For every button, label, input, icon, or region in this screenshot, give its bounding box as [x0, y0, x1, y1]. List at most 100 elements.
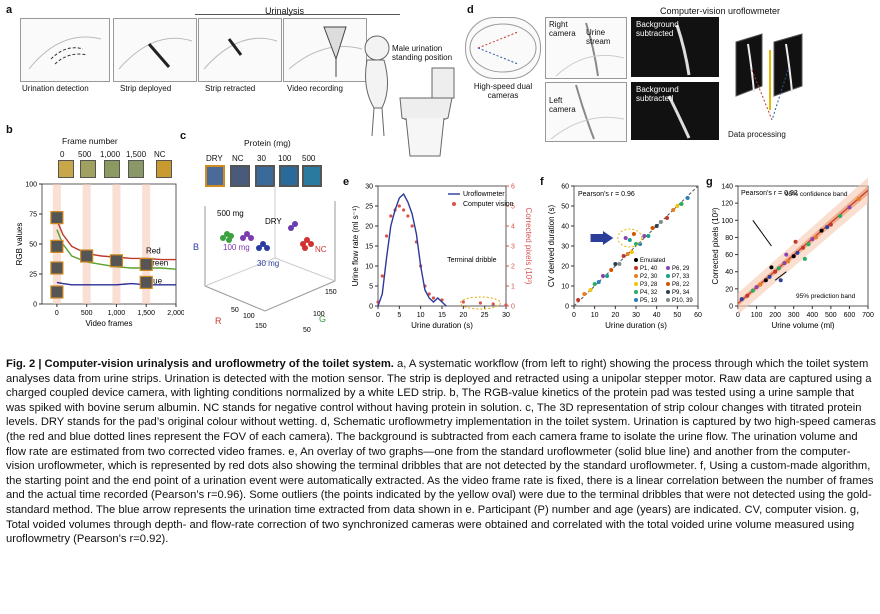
x-tick-label: 10	[591, 312, 599, 319]
data-point	[784, 252, 789, 257]
legend-entry: P2, 30	[640, 274, 658, 280]
data-point	[596, 280, 601, 284]
data-point	[646, 234, 651, 238]
data-point	[754, 285, 759, 290]
swatch-500	[80, 160, 96, 178]
y2-tick-label: 1	[511, 284, 515, 291]
pearson-g: Pearson's r = 0.92	[741, 190, 798, 197]
cv-point	[431, 296, 436, 300]
data-point	[739, 297, 744, 302]
strip-thumbnail	[139, 257, 153, 272]
frame-label-0: 0	[60, 150, 65, 159]
swatch-1500	[128, 160, 144, 178]
y-tick-label: 50	[561, 204, 569, 211]
x-axis-label: Urine duration (s)	[605, 321, 667, 330]
data-point	[654, 224, 659, 228]
data-point	[642, 234, 647, 238]
panel-f-label: f	[540, 176, 544, 188]
legend-dot	[666, 290, 670, 294]
data-point	[776, 266, 781, 271]
cluster-500mg-points	[220, 231, 234, 243]
tick-r-50: 50	[231, 307, 239, 314]
cv-uroflowmeter-title: Computer-vision uroflowmeter	[660, 6, 781, 16]
y2-tick-label: 2	[511, 264, 515, 271]
x-axis-label: Urine volume (ml)	[771, 321, 834, 330]
swatch-label-100: 100	[278, 154, 292, 163]
step-label-4: Video recording	[287, 84, 343, 93]
strip-thumbnail	[50, 261, 64, 275]
data-point	[801, 245, 805, 250]
swatch-label-30: 30	[257, 154, 266, 163]
caption-title: Fig. 2 | Computer-vision urinalysis and …	[6, 358, 394, 370]
legend-entry: P9, 34	[672, 290, 690, 296]
data-point	[665, 216, 669, 220]
step-image-urination-detection	[20, 18, 110, 82]
series-label-green: Green	[146, 259, 168, 268]
x-tick-label: 1,500	[137, 310, 155, 317]
legend-entry: P6, 29	[672, 266, 690, 272]
x-tick-label: 40	[653, 312, 661, 319]
data-point	[605, 274, 610, 278]
data-point	[592, 282, 597, 286]
y-tick-label: 80	[725, 235, 733, 242]
y-axis-label: Corrected pixels (10³)	[711, 207, 720, 284]
step-label-1: Urination detection	[22, 84, 89, 93]
y-tick-label: 100	[721, 218, 733, 225]
data-point	[806, 242, 811, 247]
y-tick-label: 10	[365, 264, 373, 271]
series-label-blue: Blue	[146, 277, 163, 286]
step-image-strip-retracted	[198, 18, 282, 82]
cluster-100mg-points	[240, 231, 254, 241]
data-point	[750, 288, 755, 293]
y2-tick-label: 4	[511, 224, 515, 231]
data-point	[621, 254, 626, 258]
cv-point	[384, 234, 389, 238]
cluster-label-dry: DRY	[265, 217, 282, 226]
y-tick-label: 120	[721, 201, 733, 208]
x-tick-label: 25	[481, 312, 489, 319]
frame-number-title: Frame number	[62, 136, 118, 146]
x-tick-label: 400	[806, 312, 818, 319]
panel-a-label: a	[6, 4, 13, 16]
data-point	[617, 262, 622, 266]
x-tick-label: 20	[611, 312, 619, 319]
chart-f-duration: 0 10 20 30 40 50 60 0 10 20 30 40 50 60 Urine duration…	[547, 184, 702, 331]
swatch-nc	[156, 160, 172, 178]
data-point	[847, 205, 852, 210]
protein-swatch-30	[255, 165, 275, 187]
data-point	[767, 274, 772, 279]
highlight-band	[82, 184, 91, 304]
data-point	[786, 259, 791, 264]
frame-label-500: 500	[78, 150, 92, 159]
panel-e-label: e	[343, 176, 350, 188]
y-tick-label: 60	[725, 252, 733, 259]
bg-subtracted-image-1	[631, 17, 719, 77]
x-tick-label: 0	[376, 312, 380, 319]
cv-point	[406, 214, 410, 218]
tick-g-50: 50	[303, 327, 311, 334]
bg-subtracted-label-2: Background subtracted	[636, 85, 679, 103]
x-tick-label: 20	[459, 312, 467, 319]
data-processing-diagram	[735, 33, 803, 121]
strip-thumbnail	[109, 254, 124, 268]
strip-thumbnail	[50, 285, 64, 299]
y-tick-label: 40	[561, 224, 569, 231]
chart-g-volume: 0 100 200 300 400 500 600 700 0 20 40 60 80 100 120 140…	[711, 178, 874, 330]
axis-label-r: R	[215, 316, 222, 326]
data-point	[802, 256, 807, 261]
y-tick-label: 75	[29, 212, 37, 219]
y-tick-label: 20	[725, 286, 733, 293]
x-tick-label: 0	[55, 310, 59, 317]
x-tick-label: 600	[844, 312, 856, 319]
y-tick-label: 0	[729, 304, 733, 311]
data-point	[631, 232, 636, 236]
data-point	[795, 250, 800, 255]
data-point	[819, 228, 824, 233]
strip-thumbnail	[139, 275, 153, 290]
dual-camera-image	[465, 17, 541, 79]
cv-point	[389, 214, 393, 218]
x-tick-label: 30	[632, 312, 640, 319]
protein-title: Protein (mg)	[244, 138, 291, 148]
y-tick-label: 15	[365, 244, 373, 251]
data-point	[778, 278, 783, 283]
